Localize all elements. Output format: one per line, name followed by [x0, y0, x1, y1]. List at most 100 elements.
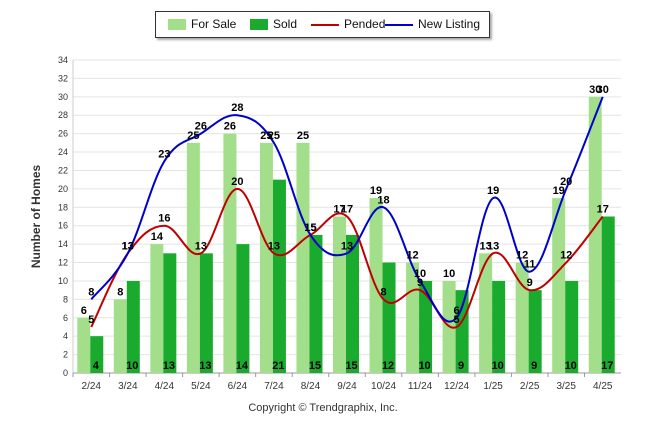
- for-sale-value-label: 19: [553, 185, 565, 197]
- sold-value-label: 15: [345, 360, 357, 372]
- pended-value-label: 9: [417, 277, 423, 289]
- legend-item-new-listing[interactable]: New Listing: [385, 17, 480, 31]
- x-tick-label: 12/24: [444, 381, 469, 392]
- pended-value-label: 5: [454, 314, 460, 326]
- legend-item-sold[interactable]: Sold: [250, 17, 297, 31]
- new-listing-line: [90, 96, 604, 323]
- bars-group: [77, 96, 615, 373]
- for-sale-bar: [150, 244, 164, 373]
- sold-value-label: 9: [458, 360, 464, 372]
- for-sale-value-label: 26: [224, 121, 236, 133]
- y-tick-label: 22: [58, 165, 68, 175]
- y-tick-label: 24: [58, 147, 68, 157]
- for-sale-bar: [515, 262, 529, 373]
- x-tick-label: 4/24: [155, 381, 175, 392]
- for-sale-bar: [588, 96, 602, 373]
- sold-bar: [90, 336, 104, 373]
- pended-value-label: 5: [88, 314, 94, 326]
- sold-value-label: 13: [163, 360, 175, 372]
- new-listing-value-label: 10: [414, 268, 426, 280]
- x-axis-ticks: 2/24 3/24 4/24 5/24 6/24 7/24 8/24 9/24 10/24 11/…: [72, 373, 613, 392]
- legend-label: New Listing: [418, 17, 481, 31]
- for-sale-value-label: 25: [260, 130, 272, 142]
- legend-swatch-for-sale: [168, 19, 186, 31]
- new-listing-value-label: 19: [487, 185, 499, 197]
- pended-line: [90, 187, 604, 329]
- pended-value-label: 13: [487, 240, 499, 252]
- y-tick-label: 20: [58, 184, 68, 194]
- new-listing-value-label: 20: [560, 176, 572, 188]
- x-tick-label: 9/24: [337, 381, 357, 392]
- sold-value-label: 4: [93, 360, 100, 372]
- x-tick-label: 7/24: [264, 381, 284, 392]
- sold-value-label: 15: [309, 360, 321, 372]
- x-tick-label: 11/24: [408, 381, 433, 392]
- new-listing-value-label: 13: [341, 240, 353, 252]
- sold-value-label: 21: [272, 360, 284, 372]
- sold-value-label: 10: [418, 360, 430, 372]
- for-sale-value-label: 13: [480, 240, 492, 252]
- for-sale-value-label: 8: [117, 286, 123, 298]
- copyright-footer: Copyright © Trendgraphix, Inc.: [248, 402, 398, 414]
- sold-bar: [199, 253, 213, 373]
- new-listing-value-label: 13: [122, 240, 134, 252]
- pended-value-label: 20: [231, 176, 243, 188]
- sold-value-label: 10: [126, 360, 138, 372]
- new-listing-value-label: 26: [195, 121, 207, 133]
- sold-bar: [492, 280, 506, 373]
- new-listing-value-label: 25: [268, 130, 280, 142]
- x-tick-label: 5/24: [191, 381, 211, 392]
- y-tick-label: 12: [58, 258, 68, 268]
- y-tick-label: 6: [63, 313, 68, 323]
- legend: For Sale Sold Pended New Listing: [155, 11, 490, 38]
- pended-value-label: 13: [122, 240, 134, 252]
- new-listing-value-label: 11: [524, 259, 536, 271]
- new-listing-value-label: 8: [88, 286, 94, 298]
- for-sale-value-label: 17: [333, 204, 345, 216]
- for-sale-bar: [223, 133, 237, 373]
- y-tick-label: 32: [58, 73, 68, 83]
- x-tick-label: 2/25: [520, 381, 540, 392]
- y-tick-label: 0: [63, 368, 68, 378]
- for-sale-value-label: 6: [81, 305, 87, 317]
- x-tick-label: 3/25: [556, 381, 576, 392]
- sold-value-label: 10: [492, 360, 504, 372]
- sold-value-label: 13: [199, 360, 211, 372]
- sold-value-label: 14: [236, 360, 249, 372]
- x-tick-label: 2/24: [82, 381, 102, 392]
- legend-label: Pended: [344, 17, 386, 31]
- legend-item-for-sale[interactable]: For Sale: [168, 17, 236, 31]
- y-tick-label: 2: [63, 350, 68, 360]
- for-sale-value-label: 12: [406, 250, 418, 262]
- pended-value-label: 17: [341, 204, 353, 216]
- for-sale-value-label: 10: [443, 268, 455, 280]
- new-listing-value-label: 30: [597, 84, 609, 96]
- for-sale-bar: [296, 142, 310, 373]
- sold-bar: [272, 179, 286, 373]
- new-listing-value-label: 15: [304, 222, 316, 234]
- pended-value-label: 13: [195, 240, 207, 252]
- for-sale-bar: [259, 142, 273, 373]
- legend-label: Sold: [273, 17, 298, 31]
- y-tick-label: 28: [58, 110, 68, 120]
- pended-value-label: 13: [268, 240, 280, 252]
- sold-bar: [309, 234, 323, 373]
- new-listing-value-label: 6: [454, 305, 460, 317]
- legend-item-pended[interactable]: Pended: [311, 17, 385, 31]
- new-listing-value-label: 23: [158, 148, 170, 160]
- sold-bar: [163, 253, 177, 373]
- new-listing-value-label: 28: [231, 102, 243, 114]
- sold-bar: [601, 216, 615, 373]
- for-sale-value-label: 12: [516, 250, 528, 262]
- for-sale-value-label: 30: [589, 84, 601, 96]
- for-sale-bar: [113, 299, 127, 373]
- y-tick-label: 30: [58, 92, 68, 102]
- pended-value-label: 9: [527, 277, 533, 289]
- pended-value-label: 15: [304, 222, 316, 234]
- legend-label: For Sale: [191, 17, 237, 31]
- sold-bar: [236, 244, 250, 373]
- sold-value-label: 9: [531, 360, 537, 372]
- y-tick-label: 26: [58, 129, 68, 139]
- pended-value-label: 16: [158, 213, 170, 225]
